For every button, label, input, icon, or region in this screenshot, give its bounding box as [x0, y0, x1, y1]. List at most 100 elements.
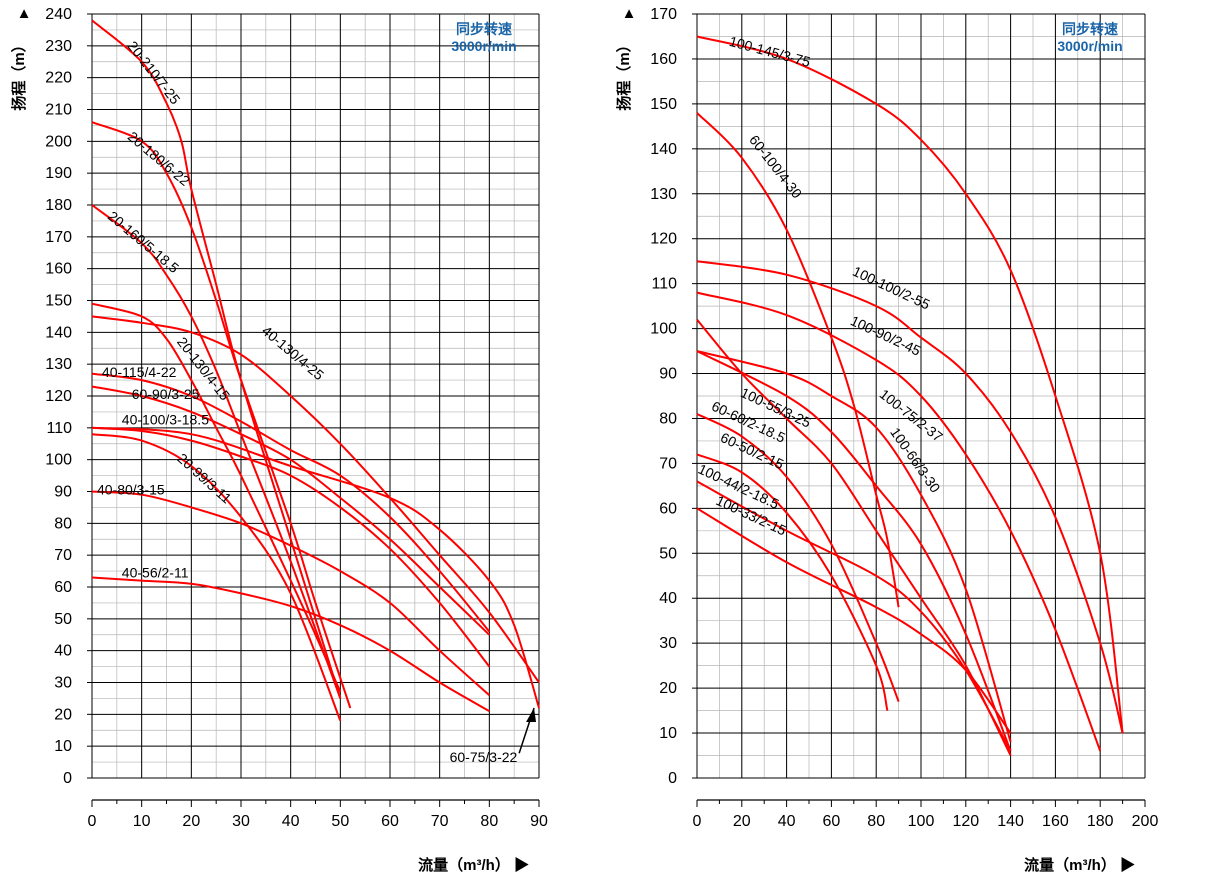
chart-2: 0 10 20 30 40 50 60 70 80 90 100 110 120 130 140 150 160… — [615, 5, 1158, 874]
curve-20-210-7-25 — [91, 19, 342, 699]
y-tick-label: 170 — [45, 229, 72, 246]
curve-label-60-90-3-25: 60-90/3-25 — [132, 386, 200, 402]
curve-label-40-130-4-25: 40-130/4-25 — [259, 322, 327, 383]
curve-100-33-2-15 — [696, 507, 1012, 734]
curve-label-20-180-6-22: 20-180/6-22 — [125, 128, 193, 189]
curve-label-20-99-3-11: 20-99/3-11 — [174, 450, 234, 507]
y-tick-label: 150 — [45, 293, 72, 310]
y-tick-label: 120 — [45, 388, 72, 405]
y-axis-arrow: ▲ — [17, 5, 32, 22]
y-tick-label: 210 — [45, 102, 72, 119]
curve-60-50-2-15 — [696, 453, 889, 711]
x-tick-label: 200 — [1132, 813, 1159, 830]
x-tick-label: 40 — [778, 813, 796, 830]
y-tick-label: 160 — [650, 51, 677, 68]
curve-label-100-145-3-75: 100-145/3-75 — [728, 33, 813, 70]
y-tick-label: 40 — [659, 590, 677, 607]
x-tick-label: 60 — [823, 813, 841, 830]
y-tick-label: 130 — [650, 186, 677, 203]
y-tick-label: 160 — [45, 261, 72, 278]
y-tick-label: 80 — [659, 410, 677, 427]
chart-1: 0 10 20 30 40 50 60 70 80 90 100 110 120 130 140 150 160… — [10, 5, 548, 874]
curve-100-90-2-45 — [696, 291, 1102, 752]
curve-label-40-80-3-15: 40-80/3-15 — [97, 482, 165, 498]
curve-100-44-2-18-5 — [696, 480, 1012, 752]
y-tick-label: 140 — [45, 324, 72, 341]
curve-label-100-100-2-55: 100-100/2-55 — [850, 263, 932, 313]
y-tick-label: 20 — [54, 706, 72, 723]
x-tick-label: 40 — [282, 813, 300, 830]
x-tick-label: 0 — [693, 813, 702, 830]
y-tick-label: 30 — [54, 675, 72, 692]
speed-note-line: 同步转速 — [456, 21, 512, 37]
y-tick-label: 60 — [54, 579, 72, 596]
curve-20-130-4-15 — [91, 302, 342, 693]
curve-20-180-6-22 — [91, 121, 352, 709]
curve-20-160-5-18-5 — [91, 204, 342, 699]
y-tick-label: 170 — [650, 6, 677, 23]
y-tick-label: 200 — [45, 133, 72, 150]
major-grid — [696, 13, 1146, 779]
curve-60-75-3-22 — [91, 426, 540, 709]
y-tick-label: 110 — [651, 276, 677, 293]
curve-100-100-2-55 — [696, 260, 1124, 734]
x-tick-label: 10 — [133, 813, 151, 830]
x-tick-label: 20 — [733, 813, 751, 830]
curve-60-60-2-18-5 — [696, 413, 900, 702]
y-tick-label: 20 — [659, 680, 677, 697]
y-tick-label: 30 — [659, 635, 677, 652]
y-tick-label: 230 — [45, 38, 72, 55]
y-tick-label: 100 — [45, 452, 72, 469]
x-tick-label: 100 — [908, 813, 935, 830]
y-tick-label: 110 — [46, 420, 72, 437]
x-tick-label: 180 — [1087, 813, 1114, 830]
x-axis-label: 流量（m³/h） ▶ — [418, 856, 529, 874]
curve-100-66-3-30 — [696, 350, 1012, 752]
curve-100-55-3-25 — [696, 318, 1012, 756]
y-axis-label: 扬程（m） — [10, 37, 28, 110]
curve-40-80-3-15 — [91, 490, 490, 696]
y-tick-label: 190 — [45, 165, 72, 182]
y-tick-label: 130 — [45, 356, 72, 373]
y-tick-label: 90 — [659, 366, 677, 383]
x-axis-label: 流量（m³/h） ▶ — [1024, 856, 1135, 874]
y-tick-label: 120 — [650, 231, 677, 248]
y-tick-label: 50 — [659, 545, 677, 562]
speed-note: 同步转速 3000r/min — [1057, 21, 1122, 54]
curve-60-90-3-25 — [91, 385, 490, 636]
speed-note-line: 3000r/min — [451, 38, 516, 54]
y-tick-label: 100 — [650, 321, 677, 338]
curve-40-100-3-18-5 — [91, 426, 491, 668]
y-axis-arrow: ▲ — [622, 5, 637, 22]
y-tick-label: 0 — [668, 770, 677, 787]
x-tick-label: 70 — [431, 813, 449, 830]
y-tick-label: 70 — [659, 455, 677, 472]
curve-label-100-90-2-45: 100-90/2-45 — [848, 312, 923, 359]
speed-note-line: 同步转速 — [1062, 21, 1118, 37]
curve-label-20-210-7-25: 20-210/7-25 — [124, 38, 183, 108]
y-tick-label: 50 — [54, 611, 72, 628]
y-tick-label: 80 — [54, 515, 72, 532]
curve-label-40-56-2-11: 40-56/2-11 — [122, 564, 189, 580]
y-tick-label: 10 — [54, 738, 72, 755]
y-tick-label: 90 — [54, 484, 72, 501]
x-tick-label: 140 — [997, 813, 1024, 830]
x-tick-label: 60 — [381, 813, 399, 830]
curve-40-115-4-22 — [91, 372, 491, 633]
speed-note-line: 3000r/min — [1057, 38, 1122, 54]
y-tick-label: 180 — [45, 197, 72, 214]
x-tick-label: 30 — [232, 813, 250, 830]
speed-note: 同步转速 3000r/min — [451, 21, 516, 54]
x-tick-label: 80 — [867, 813, 885, 830]
y-tick-label: 150 — [650, 96, 677, 113]
x-tick-label: 0 — [88, 813, 97, 830]
curve-40-56-2-11 — [91, 576, 490, 712]
curve-label-40-100-3-18-5: 40-100/3-18.5 — [122, 412, 209, 428]
y-tick-label: 240 — [45, 6, 72, 23]
curve-label-40-115-4-22: 40-115/4-22 — [102, 364, 177, 380]
curve-label-60-100-4-30: 60-100/4-30 — [746, 132, 805, 202]
x-tick-label: 160 — [1042, 813, 1069, 830]
x-tick-label: 90 — [530, 813, 548, 830]
